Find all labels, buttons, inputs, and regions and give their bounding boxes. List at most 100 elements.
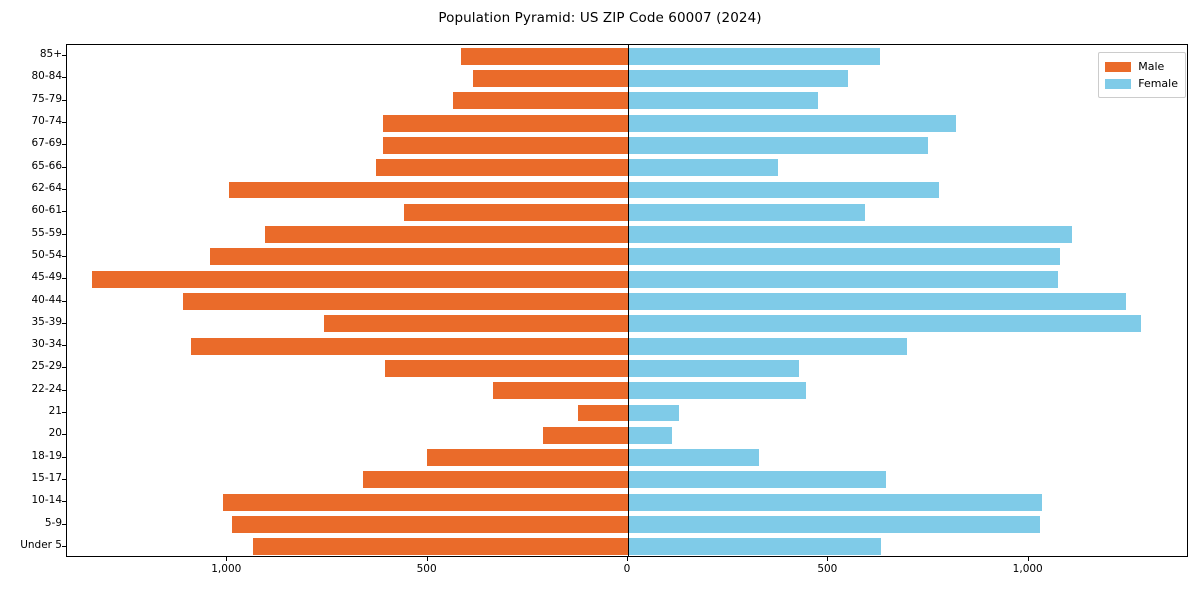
bar-male[interactable]: [265, 226, 628, 244]
y-tick-mark: [62, 322, 66, 324]
x-tick-mark: [226, 557, 228, 561]
y-tick-label: 25-29: [31, 360, 62, 373]
bar-male[interactable]: [229, 181, 628, 199]
bar-male[interactable]: [209, 248, 628, 266]
y-tick-mark: [62, 389, 66, 391]
bar-female[interactable]: [628, 114, 956, 132]
legend-swatch-female: [1105, 78, 1132, 89]
bar-row: [67, 359, 1187, 377]
bar-row: [67, 248, 1187, 266]
bar-row: [67, 337, 1187, 355]
chart-legend: Male Female: [1098, 52, 1186, 98]
y-tick-label: 45-49: [31, 271, 62, 284]
bar-male[interactable]: [252, 538, 628, 556]
bar-male[interactable]: [382, 114, 628, 132]
bar-female[interactable]: [628, 404, 680, 422]
x-tick-label: 500: [416, 563, 437, 575]
bar-female[interactable]: [628, 359, 800, 377]
y-tick-label: 62-64: [31, 181, 62, 194]
bar-row: [67, 426, 1187, 444]
legend-item-male[interactable]: Male: [1105, 58, 1178, 75]
y-tick-mark: [62, 188, 66, 190]
bar-female[interactable]: [628, 293, 1126, 310]
legend-item-female[interactable]: Female: [1105, 75, 1178, 92]
y-tick-label: 55-59: [31, 226, 62, 239]
bar-row: [67, 136, 1187, 154]
y-tick-label: 30-34: [31, 338, 62, 351]
bar-male[interactable]: [382, 136, 628, 154]
bar-row: [67, 516, 1187, 533]
y-tick-label: 35-39: [31, 315, 62, 328]
bar-male[interactable]: [403, 203, 628, 221]
bar-male[interactable]: [232, 516, 628, 533]
y-tick-label: 65-66: [31, 159, 62, 172]
bar-female[interactable]: [628, 426, 673, 444]
bar-female[interactable]: [628, 248, 1060, 266]
y-tick-label: 21: [48, 405, 62, 418]
bar-female[interactable]: [628, 136, 928, 154]
bar-female[interactable]: [628, 181, 940, 199]
chart-title: Population Pyramid: US ZIP Code 60007 (2…: [438, 10, 762, 26]
bar-row: [67, 203, 1187, 221]
bar-female[interactable]: [628, 270, 1058, 288]
bar-female[interactable]: [628, 449, 760, 467]
bar-male[interactable]: [460, 47, 628, 65]
legend-label-female: Female: [1138, 77, 1178, 90]
x-tick-mark: [627, 557, 628, 561]
bar-row: [67, 69, 1187, 87]
y-tick-mark: [62, 478, 66, 480]
bar-female[interactable]: [628, 337, 908, 355]
bar-male[interactable]: [384, 359, 628, 377]
y-tick-mark: [62, 166, 66, 168]
bar-female[interactable]: [628, 69, 849, 87]
y-tick-mark: [62, 278, 66, 280]
y-tick-mark: [62, 99, 66, 101]
bar-male[interactable]: [375, 159, 628, 177]
bar-row: [67, 92, 1187, 110]
bar-row: [67, 47, 1187, 65]
bar-female[interactable]: [628, 315, 1142, 333]
bar-male[interactable]: [183, 293, 628, 310]
bar-male[interactable]: [492, 382, 628, 400]
bar-male[interactable]: [427, 449, 628, 467]
y-tick-mark: [62, 434, 66, 436]
bar-male[interactable]: [92, 270, 628, 288]
bar-male[interactable]: [324, 315, 628, 333]
bar-male[interactable]: [452, 92, 628, 110]
y-tick-label: 22-24: [31, 382, 62, 395]
y-tick-label: 10-14: [31, 494, 62, 507]
bar-female[interactable]: [628, 471, 886, 489]
bar-female[interactable]: [628, 493, 1043, 511]
bar-male[interactable]: [543, 426, 628, 444]
legend-label-male: Male: [1138, 60, 1165, 73]
bar-male[interactable]: [191, 337, 628, 355]
bar-male[interactable]: [223, 493, 628, 511]
bar-row: [67, 181, 1187, 199]
bar-female[interactable]: [628, 92, 818, 110]
bar-male[interactable]: [577, 404, 628, 422]
y-tick-mark: [62, 501, 66, 503]
bar-female[interactable]: [628, 538, 882, 556]
bar-row: [67, 382, 1187, 400]
bar-female[interactable]: [628, 203, 865, 221]
x-tick-mark: [1027, 557, 1029, 561]
bar-female[interactable]: [628, 516, 1040, 533]
y-tick-mark: [62, 211, 66, 213]
x-tick-label: 1,000: [1012, 563, 1043, 575]
bar-row: [67, 471, 1187, 489]
legend-swatch-male: [1105, 61, 1132, 72]
bar-female[interactable]: [628, 159, 779, 177]
y-tick-label: 60-61: [31, 204, 62, 217]
bar-female[interactable]: [628, 382, 806, 400]
x-tick-mark: [827, 557, 829, 561]
bar-row: [67, 404, 1187, 422]
bar-male[interactable]: [472, 69, 628, 87]
y-tick-label: 5-9: [44, 516, 62, 529]
y-tick-mark: [62, 122, 66, 124]
bar-male[interactable]: [363, 471, 628, 489]
y-tick-label: Under 5: [20, 538, 62, 551]
bar-female[interactable]: [628, 226, 1072, 244]
y-tick-mark: [62, 55, 66, 57]
bar-female[interactable]: [628, 47, 881, 65]
